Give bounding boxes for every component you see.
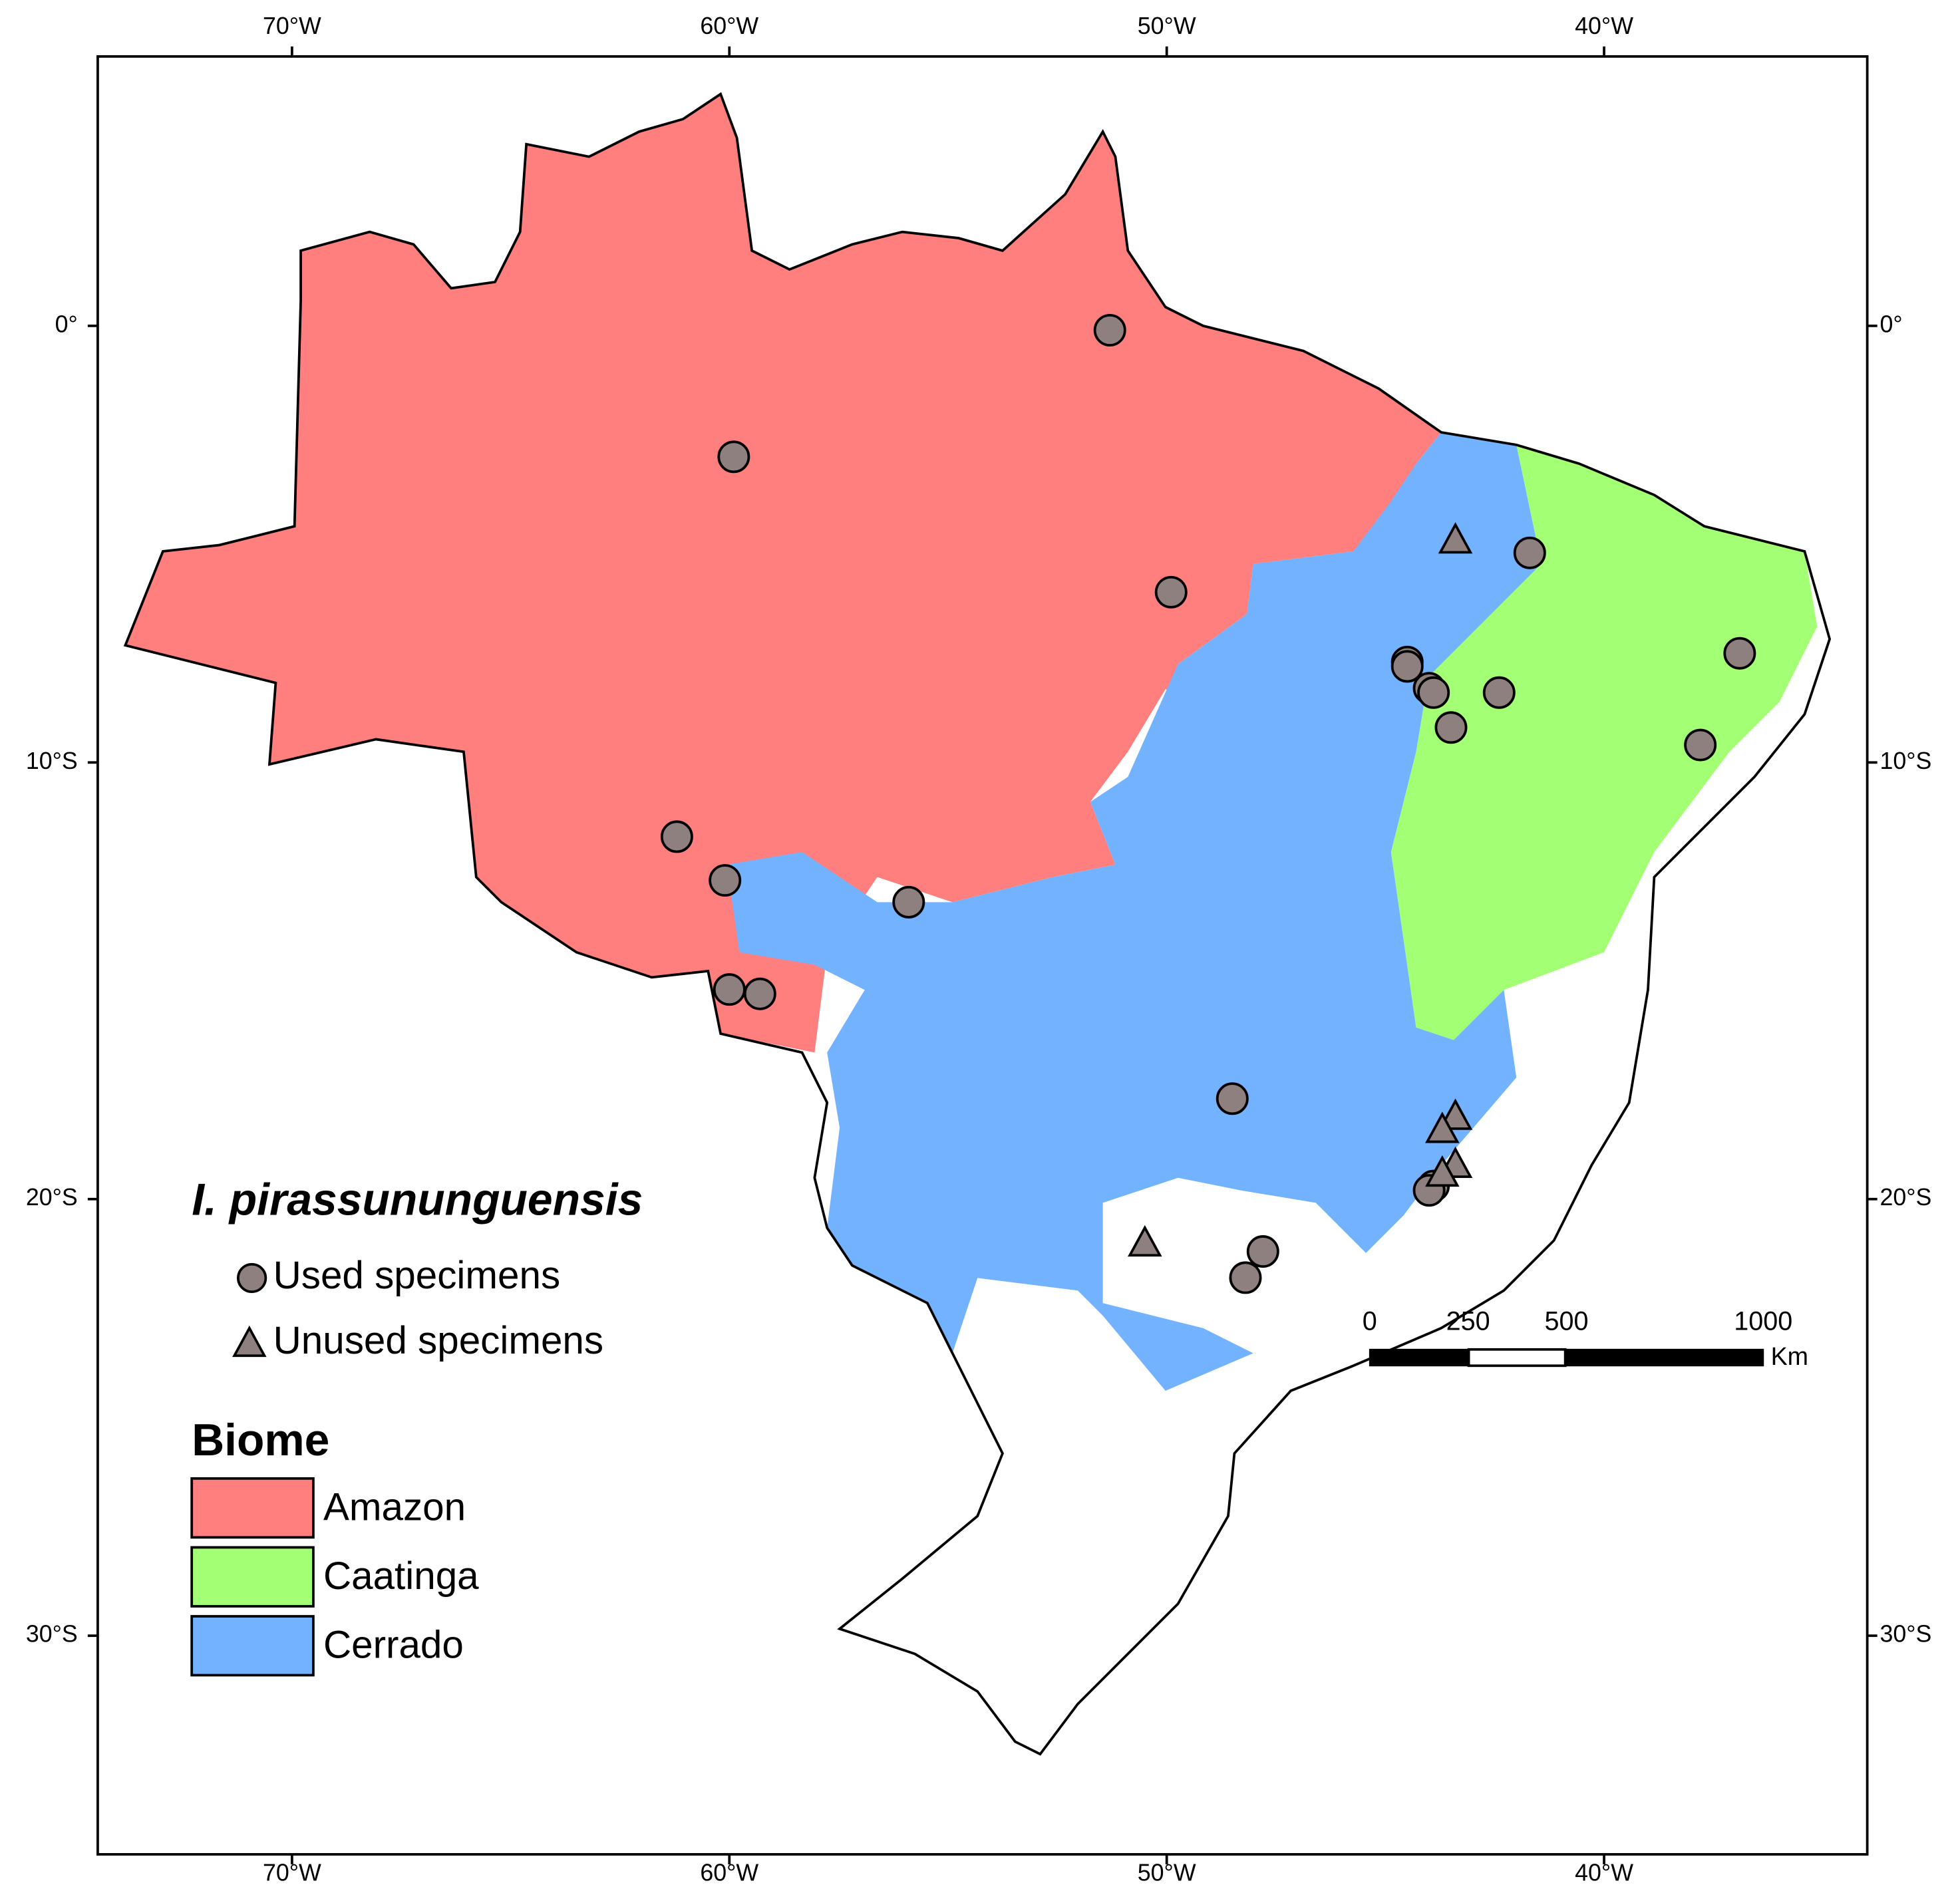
cerrado-region (727, 432, 1542, 1391)
scale-unit: Km (1771, 1342, 1808, 1370)
legend-biome-label: Cerrado (323, 1624, 464, 1667)
used-specimen (1417, 676, 1450, 709)
legend-circle (237, 1262, 267, 1294)
lat-label: 10°S (26, 748, 78, 774)
used-specimen (1246, 1235, 1279, 1268)
lon-label: 40°W (1575, 1859, 1633, 1886)
used-specimen (1390, 650, 1424, 683)
used-specimen (1513, 536, 1546, 569)
legend-swatch (190, 1477, 315, 1539)
used-specimen (713, 973, 746, 1006)
used-specimen (743, 977, 776, 1010)
lat-label: 20°S (1879, 1184, 1931, 1211)
legend-triangle (232, 1325, 267, 1358)
caatinga-region (1390, 444, 1818, 1040)
unused-specimen (1438, 1098, 1473, 1130)
scale-label: 0 (1363, 1307, 1377, 1336)
legend-swatch (190, 1615, 315, 1677)
lat-label: 20°S (26, 1184, 78, 1211)
lon-label: 60°W (700, 1859, 758, 1886)
legend-biome-title: Biome (192, 1415, 329, 1465)
scale-label: 250 (1446, 1307, 1490, 1336)
lon-label: 70°W (263, 13, 321, 39)
scale-segment (1467, 1348, 1567, 1368)
scale-label: 500 (1545, 1307, 1589, 1336)
used-specimen (1684, 728, 1717, 762)
legend-species: I. pirassununguensis (192, 1175, 643, 1225)
legend-biome-label: Amazon (323, 1485, 466, 1528)
lon-label: 50°W (1138, 1859, 1196, 1886)
scale-segment (1369, 1348, 1470, 1367)
used-specimen (1154, 575, 1188, 609)
legend-unused: Unused specimens (273, 1319, 603, 1362)
unused-specimen (1425, 1111, 1460, 1143)
used-specimen (1482, 676, 1516, 709)
lon-label: 60°W (700, 13, 758, 39)
legend-swatch (190, 1546, 315, 1608)
lon-label: 50°W (1138, 13, 1196, 39)
lat-label: 0° (55, 311, 78, 337)
lat-label: 30°S (26, 1621, 78, 1648)
used-specimen (1723, 637, 1756, 670)
scale-segment (1564, 1348, 1764, 1367)
unused-specimen (1425, 1155, 1460, 1187)
used-specimen (1434, 711, 1468, 744)
lat-label: 0° (1879, 311, 1902, 337)
unused-specimen (1128, 1225, 1162, 1257)
lon-label: 40°W (1575, 13, 1633, 39)
used-specimen (717, 440, 750, 474)
used-specimen (1229, 1261, 1262, 1294)
legend-biome-label: Caatinga (323, 1554, 479, 1598)
used-specimen (709, 864, 742, 897)
used-specimen (1093, 313, 1126, 347)
country-outline (123, 92, 1832, 1756)
lon-label: 70°W (263, 1859, 321, 1886)
unused-specimen (1438, 521, 1473, 554)
used-specimen (1216, 1082, 1249, 1115)
legend-used: Used specimens (273, 1254, 561, 1297)
map-frame (96, 55, 1869, 1856)
lat-label: 10°S (1879, 748, 1931, 774)
lat-label: 30°S (1879, 1621, 1931, 1648)
used-specimen (660, 820, 693, 853)
used-specimen (892, 885, 925, 919)
scale-label: 1000 (1734, 1307, 1792, 1336)
